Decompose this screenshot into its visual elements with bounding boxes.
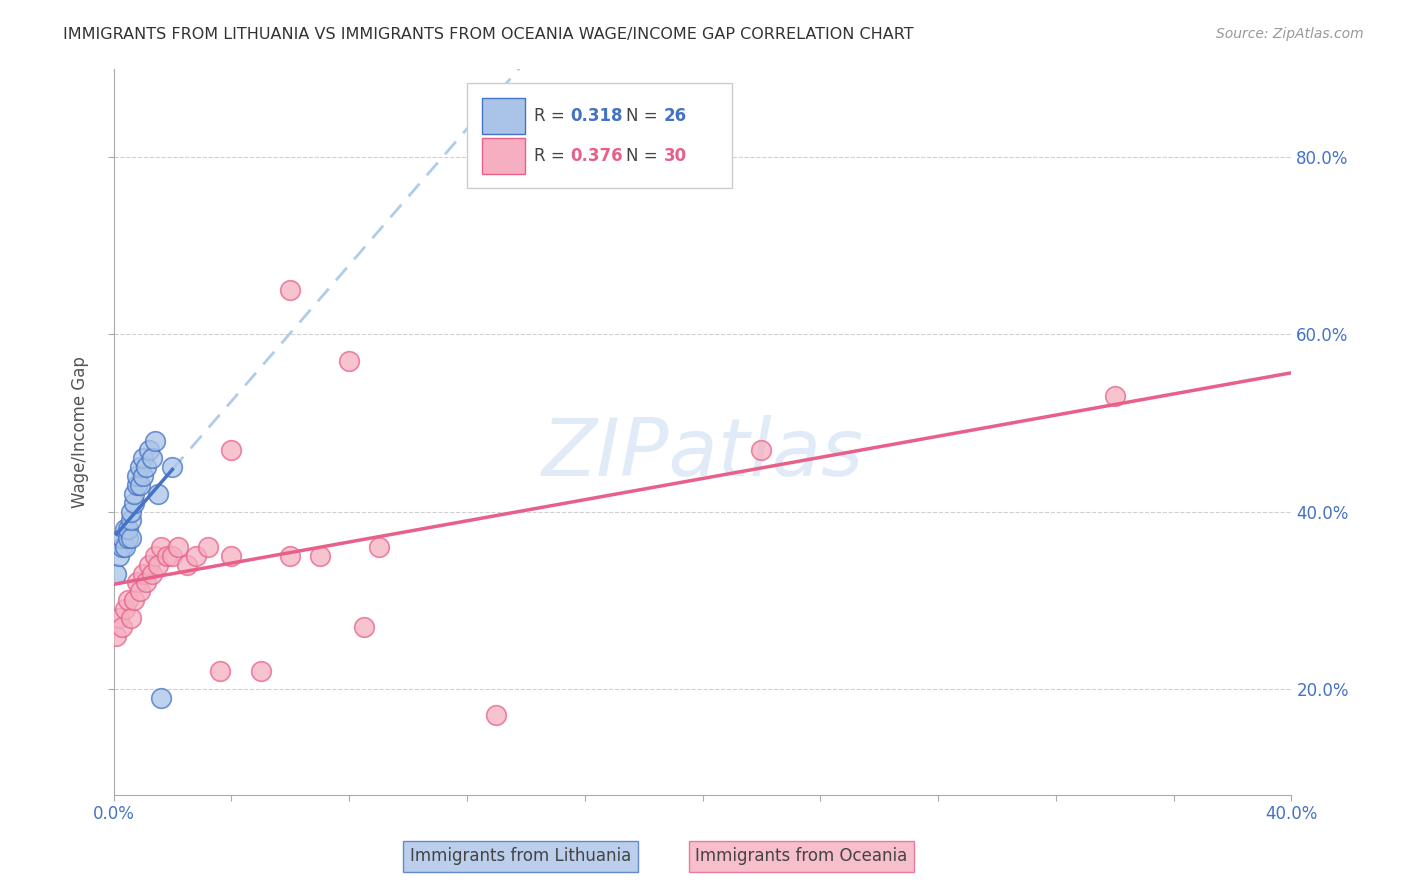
Point [197,540,219,554]
Point [162,460,184,475]
Point [127,478,149,492]
Point [120,611,142,625]
Point [129,478,152,492]
Point [149,690,172,705]
Text: N =: N = [626,146,662,165]
Point [353,620,375,634]
Point [143,549,166,563]
Point [132,469,155,483]
Point [176,558,198,572]
Text: Immigrants from Lithuania: Immigrants from Lithuania [409,847,631,865]
Text: 26: 26 [664,107,686,125]
Point [114,540,136,554]
Point [132,451,155,466]
Text: 0.318: 0.318 [571,107,623,125]
FancyBboxPatch shape [482,98,524,134]
Point [162,549,184,563]
Point [155,549,177,563]
Point [221,549,243,563]
Text: Source: ZipAtlas.com: Source: ZipAtlas.com [1216,27,1364,41]
Point [141,451,163,466]
Point [127,575,149,590]
Point [221,442,243,457]
Text: 0.376: 0.376 [571,146,623,165]
Point [117,593,139,607]
Point [117,522,139,536]
Point [146,487,169,501]
Point [208,664,231,678]
Point [127,469,149,483]
Text: Immigrants from Oceania: Immigrants from Oceania [696,847,907,865]
Point [485,708,508,723]
Point [135,575,157,590]
Text: N =: N = [626,107,662,125]
Point [146,558,169,572]
Point [751,442,773,457]
Point [249,664,271,678]
Point [278,283,301,297]
Point [122,487,145,501]
Point [308,549,330,563]
Point [120,531,142,545]
Text: 30: 30 [664,146,686,165]
Point [114,522,136,536]
Point [117,531,139,545]
Point [129,460,152,475]
Point [111,540,134,554]
Point [184,549,207,563]
Text: R =: R = [534,107,569,125]
Point [105,566,128,581]
Point [149,540,172,554]
Point [132,566,155,581]
Point [367,540,389,554]
Point [141,566,163,581]
Point [129,584,152,599]
FancyBboxPatch shape [482,138,524,174]
Point [143,434,166,448]
Point [108,611,131,625]
Point [167,540,190,554]
Point [111,531,134,545]
Point [108,549,131,563]
Point [122,593,145,607]
Point [135,460,157,475]
Point [120,504,142,518]
Point [1104,389,1126,403]
Point [120,513,142,527]
Point [105,629,128,643]
Point [122,496,145,510]
Point [138,442,160,457]
Point [114,602,136,616]
Text: IMMIGRANTS FROM LITHUANIA VS IMMIGRANTS FROM OCEANIA WAGE/INCOME GAP CORRELATION: IMMIGRANTS FROM LITHUANIA VS IMMIGRANTS … [63,27,914,42]
Y-axis label: Wage/Income Gap: Wage/Income Gap [72,356,89,508]
Point [111,620,134,634]
Point [138,558,160,572]
Point [337,354,360,368]
Text: ZIPatlas: ZIPatlas [541,415,863,492]
Point [278,549,301,563]
FancyBboxPatch shape [467,83,733,188]
Text: R =: R = [534,146,569,165]
